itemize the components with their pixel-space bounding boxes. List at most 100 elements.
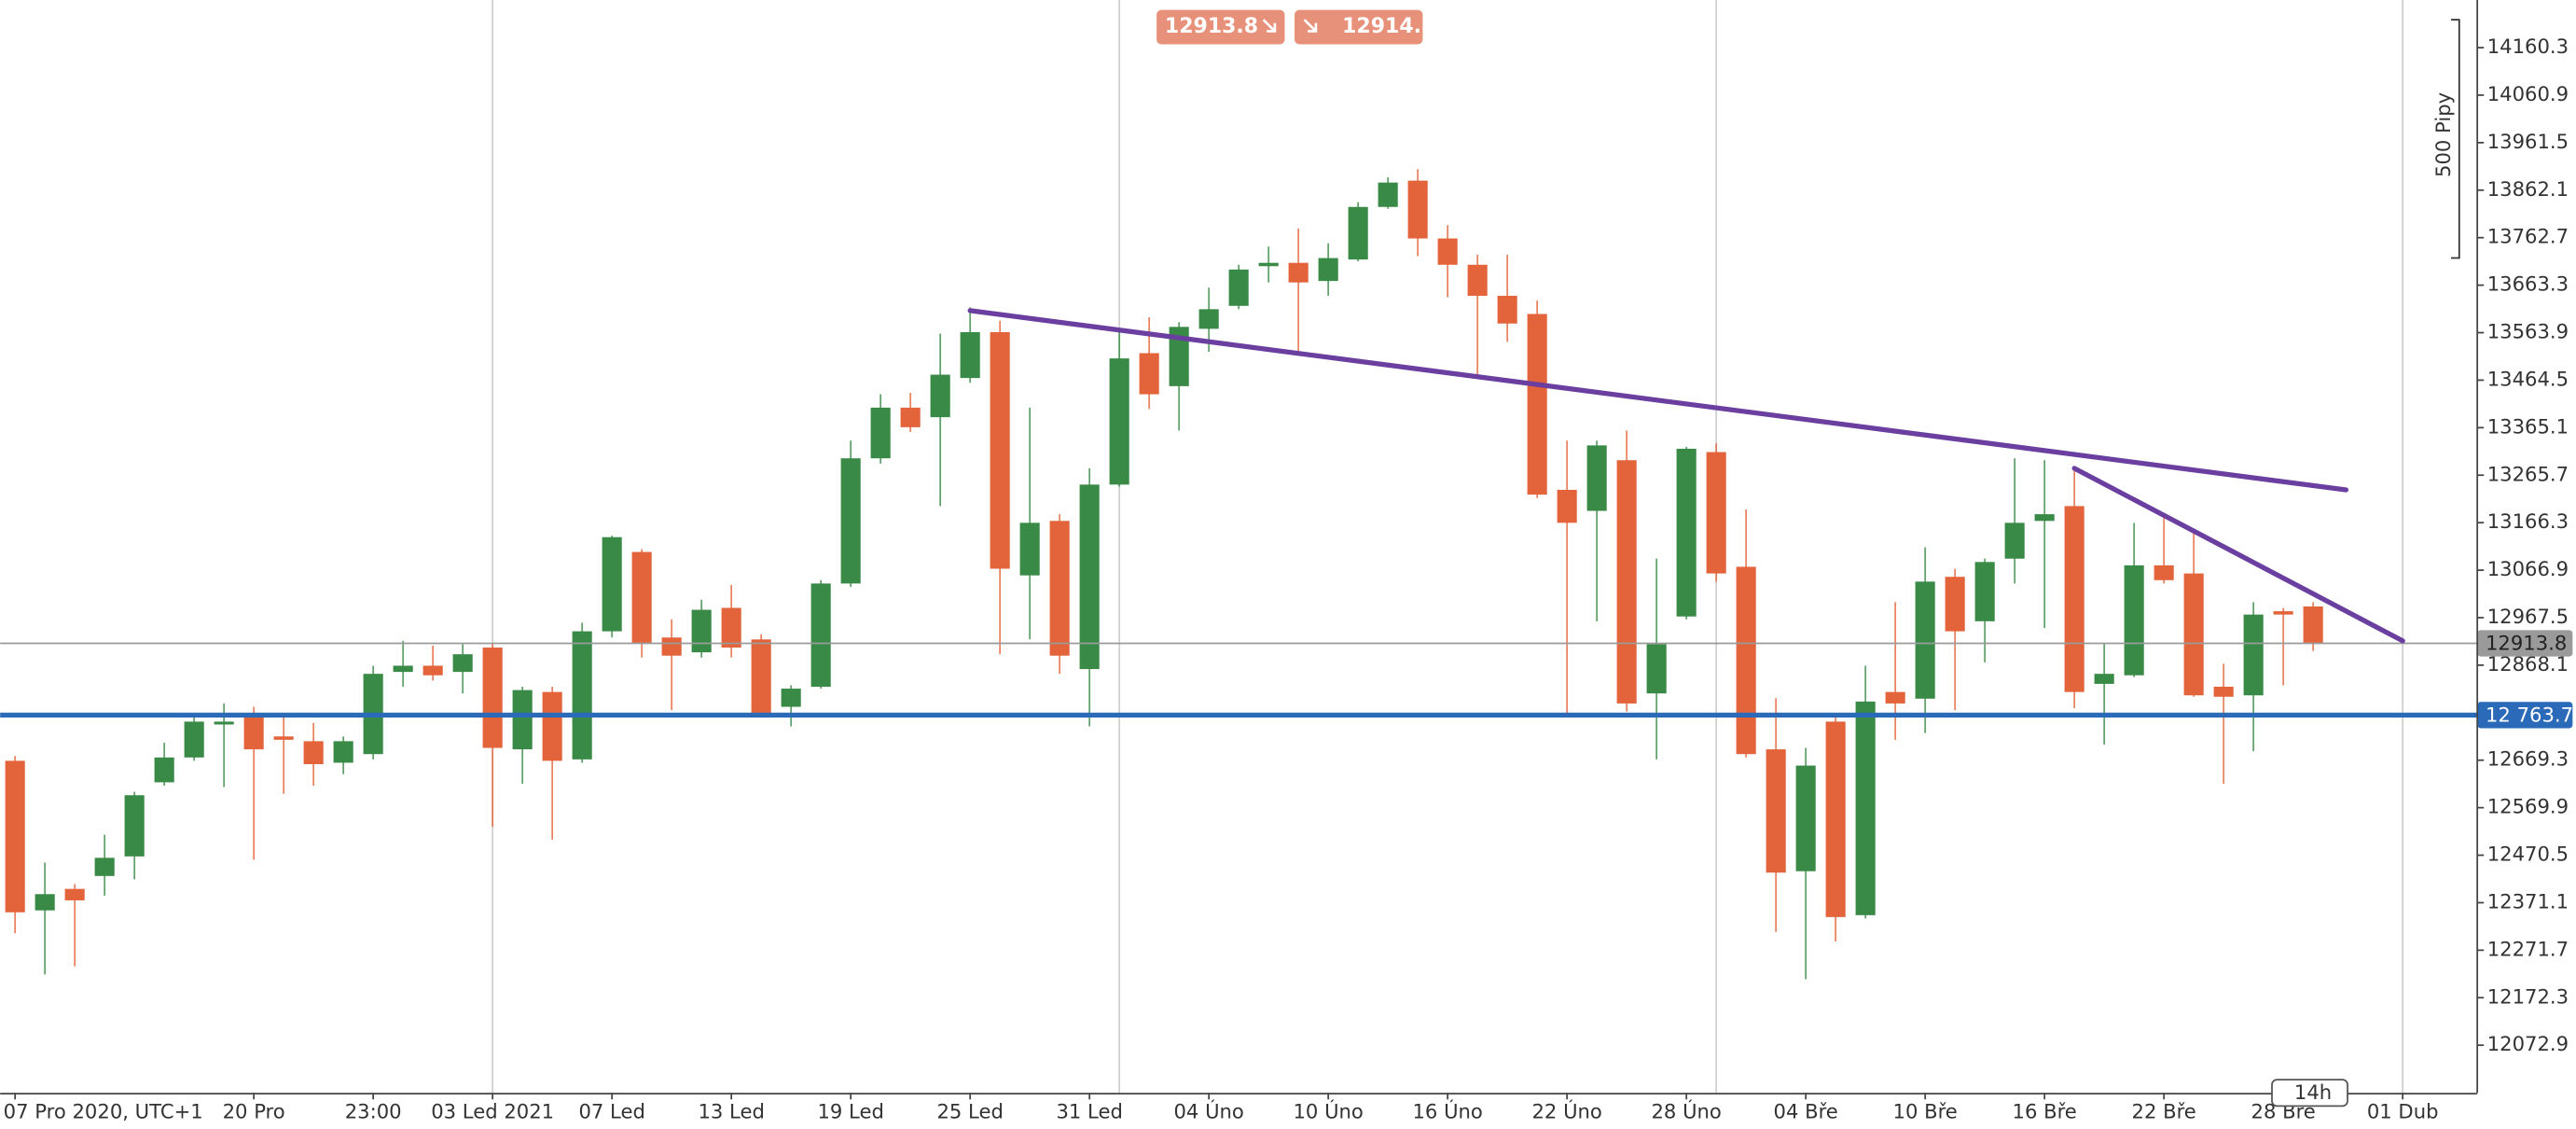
y-tick-label: 13961.5 <box>2487 130 2569 153</box>
candle-body <box>2243 614 2264 696</box>
x-tick-label: 07 Led <box>578 1099 644 1122</box>
y-tick-label: 12470.5 <box>2487 843 2569 866</box>
candle-body <box>751 639 771 714</box>
x-tick-label: 28 Úno <box>1651 1099 1721 1122</box>
candle-body <box>1646 644 1667 694</box>
candle-body <box>900 407 921 427</box>
candle-body <box>64 888 85 900</box>
x-tick-label: 13 Led <box>698 1099 764 1122</box>
x-tick-label: 20 Pro <box>223 1099 285 1122</box>
trendline <box>2071 466 2405 644</box>
candle-body <box>870 407 891 459</box>
candle-body <box>1467 264 1488 297</box>
candle-body <box>990 331 1010 569</box>
buy-arrow[interactable] <box>1303 19 1318 33</box>
candle-body <box>333 741 353 763</box>
x-tick-label: 22 Úno <box>1531 1099 1601 1122</box>
sell-button[interactable]: 12913.8 <box>1156 9 1285 45</box>
y-tick-label: 13762.7 <box>2487 225 2569 248</box>
price-label-bg <box>2477 702 2573 729</box>
candle-body <box>393 665 413 673</box>
candle-body <box>1437 238 1458 265</box>
y-tick-label: 12172.3 <box>2487 984 2569 1008</box>
candle-body <box>602 537 622 632</box>
y-tick-label: 13066.9 <box>2487 557 2569 580</box>
sell-price[interactable]: 12913.8 <box>1165 15 1258 38</box>
candle-body <box>1676 448 1697 617</box>
candle-body <box>303 741 324 764</box>
x-tick-label: 22 Bře <box>2132 1099 2196 1122</box>
buy-price[interactable]: 12914.8 <box>1342 15 1435 38</box>
sell-arrow[interactable] <box>1262 19 1277 33</box>
timer: 14h <box>2294 1080 2332 1104</box>
candle-body <box>1258 262 1279 267</box>
overlay-layer: 14160.3 14060.9 13961.5 13862.1 13762.7 13663… <box>0 35 2573 1122</box>
candle-body <box>214 721 234 725</box>
candle-body <box>1706 452 1726 574</box>
candle-body <box>243 713 264 750</box>
y-tick-label: 13464.5 <box>2487 367 2569 390</box>
y-tick-label: 12669.3 <box>2487 747 2569 771</box>
candle-body <box>2273 611 2293 615</box>
candle-body <box>1974 562 1995 621</box>
candle-body <box>1348 206 1368 260</box>
y-tick-label: 12967.5 <box>2487 605 2569 628</box>
price-label: 12913.8 <box>2486 631 2567 654</box>
candle-body <box>840 458 861 584</box>
scale-label: 500 Pipy <box>2431 92 2455 177</box>
y-tick-label: 12271.7 <box>2487 937 2569 960</box>
bracket <box>2450 19 2460 259</box>
y-tick-label: 13663.3 <box>2487 272 2569 296</box>
price-label: 12 763.7 <box>2486 703 2573 726</box>
y-tick-label: 13862.1 <box>2487 177 2569 201</box>
candle-body <box>1557 489 1577 523</box>
y-tick-label: 13365.1 <box>2487 414 2569 438</box>
candle-body <box>1169 327 1189 386</box>
candle-body <box>1527 314 1547 495</box>
candle-body <box>124 795 145 857</box>
candle-body <box>631 551 652 643</box>
candle-body <box>1049 521 1070 656</box>
sell-button-bg[interactable] <box>1156 9 1285 45</box>
candle-body <box>810 583 831 688</box>
timer-bg <box>2271 1079 2348 1108</box>
x-tick-label: 04 Bře <box>1774 1099 1838 1122</box>
buy-button-bg[interactable] <box>1295 9 1423 45</box>
candle-body <box>273 736 294 740</box>
x-tick-label: 25 Led <box>936 1099 1003 1122</box>
candle-body <box>1079 484 1100 670</box>
candle-body <box>1885 691 1905 704</box>
candle-body <box>1616 460 1637 704</box>
x-tick-label: 01 Dub <box>2367 1099 2439 1122</box>
candle-body <box>1407 180 1428 239</box>
candle-body <box>721 607 741 648</box>
y-tick-label: 13563.9 <box>2487 320 2569 343</box>
candle-body <box>2303 606 2323 643</box>
candle-body <box>2034 514 2055 522</box>
buy-button[interactable]: 12914.8 <box>1295 9 1435 45</box>
candle-body <box>1288 262 1309 283</box>
candle-body <box>154 757 174 783</box>
candle-body <box>1945 577 1965 632</box>
x-tick-label: 23:00 <box>345 1099 402 1122</box>
candle-body <box>1497 296 1517 324</box>
candle-body <box>2154 564 2174 580</box>
candle-body <box>1228 269 1249 306</box>
y-tick-label: 12072.9 <box>2487 1032 2569 1055</box>
y-tick-label: 13166.3 <box>2487 509 2569 533</box>
candle-body <box>930 374 950 418</box>
y-tick-label: 14160.3 <box>2487 35 2569 58</box>
candle-body <box>572 631 592 760</box>
candle-body <box>5 760 25 913</box>
candle-body <box>512 690 533 750</box>
x-tick-label: 19 Led <box>817 1099 883 1122</box>
candle-body <box>1825 721 1846 917</box>
candle-body <box>1586 445 1607 511</box>
x-tick-label: 16 Úno <box>1412 1099 1482 1122</box>
x-tick-label: 16 Bře <box>2013 1099 2077 1122</box>
candle-body <box>2064 506 2084 692</box>
candle-body <box>1795 765 1816 871</box>
